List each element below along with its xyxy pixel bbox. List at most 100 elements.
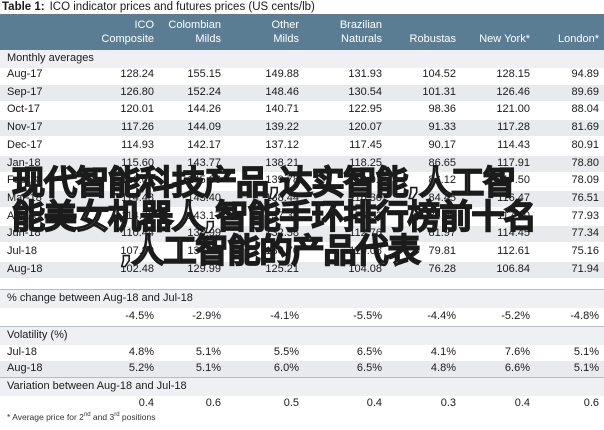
column-header-line1: ICO (134, 19, 154, 31)
divider (0, 289, 604, 290)
table-cell: 90.17 (428, 138, 456, 151)
table-cell: 114.45 (497, 227, 530, 240)
table-title: Table 1: ICO indicator prices and future… (0, 0, 604, 14)
table-cell: 86.65 (428, 156, 456, 169)
table-row: Aug-18 5.2% 5.1% 6.0% 6.5% 4.8% 6.6% 5.1% (0, 361, 604, 377)
column-header-line2: Composite (101, 33, 154, 45)
table-row: Mar-18 114.48 143.40 138.44 116.30 84.45 116.4… (0, 190, 604, 207)
table-cell: 118.01 (349, 174, 382, 187)
table-cell: 121.00 (496, 103, 530, 116)
table-cell: -4.1% (270, 310, 299, 322)
table-cell: 7.6% (504, 346, 530, 358)
table-cell: 139.22 (265, 121, 299, 134)
table-cell: 116.30 (349, 191, 382, 204)
table-cell: 130.54 (348, 85, 382, 98)
row-label: Feb-18 (7, 174, 42, 187)
table-cell: 137.12 (265, 138, 299, 151)
table-cell: 139.78 (265, 174, 299, 187)
section-header-pct-change: % change between Aug-18 and Jul-18 (0, 290, 604, 308)
footnote-suffix: positions (119, 412, 156, 422)
column-header-row: ICO Composite Colombian Milds Other Mild… (0, 14, 604, 50)
row-label: Jan-18 (7, 156, 41, 169)
table-cell: 75.16 (571, 245, 599, 257)
table-cell: 120.01 (120, 103, 154, 116)
table-row: Aug-18 102.48 129.99 125.21 104.08 76.28 106.8… (0, 261, 604, 278)
footnote: * Average price for 2nd and 3rd position… (7, 412, 155, 422)
section-header-volatility: Volatility (%) (0, 327, 604, 345)
row-label: Oct-17 (7, 103, 41, 116)
table-cell: 5.1% (573, 362, 599, 374)
row-label: Nov-17 (7, 121, 43, 134)
table-cell: 0.4 (138, 397, 154, 409)
column-header-line2: New York* (479, 33, 530, 45)
table-row: Apr-18 114.72 143.17 137.35 116.92 84.20 117.5… (0, 209, 604, 225)
table-cell: 81.69 (571, 121, 599, 134)
section-label: Variation between Aug-18 and Jul-18 (7, 380, 187, 392)
column-header: London* (530, 18, 599, 48)
table-cell: 84.45 (428, 191, 456, 204)
divider (0, 377, 604, 378)
column-header-line1 (456, 18, 530, 32)
table-row: Oct-17 120.01 144.26 140.71 122.95 98.36 121.0… (0, 102, 604, 118)
table-cell: 101.31 (422, 85, 456, 98)
table-cell: 115.60 (121, 156, 154, 169)
table-cell: 5.2% (128, 362, 154, 374)
table-cell: 77.34 (571, 227, 599, 240)
table-cell: 104.52 (422, 68, 456, 80)
table-cell: 112.61 (497, 245, 530, 257)
table-cell: 155.15 (187, 68, 221, 80)
table-cell: -2.9% (192, 310, 221, 322)
table-cell: 0.4 (366, 397, 382, 409)
section-label: Volatility (%) (7, 329, 68, 341)
table-cell: 106.84 (496, 262, 530, 275)
row-label: Mar-18 (7, 191, 42, 204)
table-cell: 144.09 (187, 121, 221, 134)
table-cell: 138.21 (265, 156, 299, 169)
table-row: Jul-18 107.80 134.77 130.70 110.08 79.81 112.6… (0, 244, 604, 260)
column-header-line1: Brazilian (339, 19, 382, 31)
table-cell: 143.77 (187, 156, 221, 169)
table-cell: 117.50 (497, 174, 530, 187)
pct-change-row: -4.5% -2.9% -4.1% -5.5% -4.4% -5.2% -4.8% (0, 309, 604, 325)
table-title-text: ICO indicator prices and futures prices … (49, 1, 315, 13)
table-cell: 143.40 (187, 191, 221, 204)
footnote-mid: and 3 (90, 412, 115, 422)
table-cell: 117.50 (497, 209, 530, 222)
column-header: Brazilian Naturals (299, 18, 382, 48)
table-cell: 5.1% (195, 362, 221, 374)
column-header-line2: Naturals (341, 33, 382, 45)
table-cell: 128.15 (496, 68, 530, 80)
table-cell: 76.51 (571, 191, 599, 204)
section-header-monthly: Monthly averages (0, 50, 604, 68)
table-cell: 117.45 (349, 138, 382, 151)
table-row: Sep-17 126.80 152.24 148.46 130.54 101.31 126.… (0, 84, 604, 101)
row-label: Apr-18 (7, 209, 41, 222)
table-cell: 114.48 (121, 191, 154, 204)
table-cell: 125.21 (265, 262, 299, 275)
table-cell: 0.3 (440, 397, 456, 409)
table-cell: 137.35 (265, 209, 299, 222)
table-cell: 129.99 (187, 262, 221, 275)
table-cell: 102.48 (120, 262, 154, 275)
table-cell: 76.28 (428, 262, 456, 275)
table-cell: 86.12 (428, 174, 456, 187)
table-cell: 152.24 (187, 85, 221, 98)
table-cell: 77.93 (571, 209, 599, 222)
row-label: Dec-17 (7, 138, 43, 151)
table-cell: 6.5% (356, 362, 382, 374)
table-cell: 5.1% (195, 346, 221, 358)
table-cell: 112.76 (349, 227, 382, 240)
table-cell: 110.08 (349, 245, 382, 257)
table-cell: 120.07 (348, 121, 382, 134)
table-cell: 126.80 (120, 85, 154, 98)
table-cell: 145.06 (187, 174, 221, 187)
table-cell: 107.80 (120, 245, 154, 257)
table-row: Nov-17 117.26 144.09 139.22 120.07 91.33 117.2… (0, 120, 604, 137)
table-cell: 116.92 (349, 209, 382, 222)
table-cell: 0.4 (514, 397, 530, 409)
table-cell: 0.5 (283, 397, 299, 409)
column-header: ICO Composite (80, 18, 154, 48)
table-cell: 114.93 (121, 138, 154, 151)
footnote-prefix: * Average price for 2 (7, 412, 84, 422)
table-cell: 128.24 (120, 68, 154, 80)
